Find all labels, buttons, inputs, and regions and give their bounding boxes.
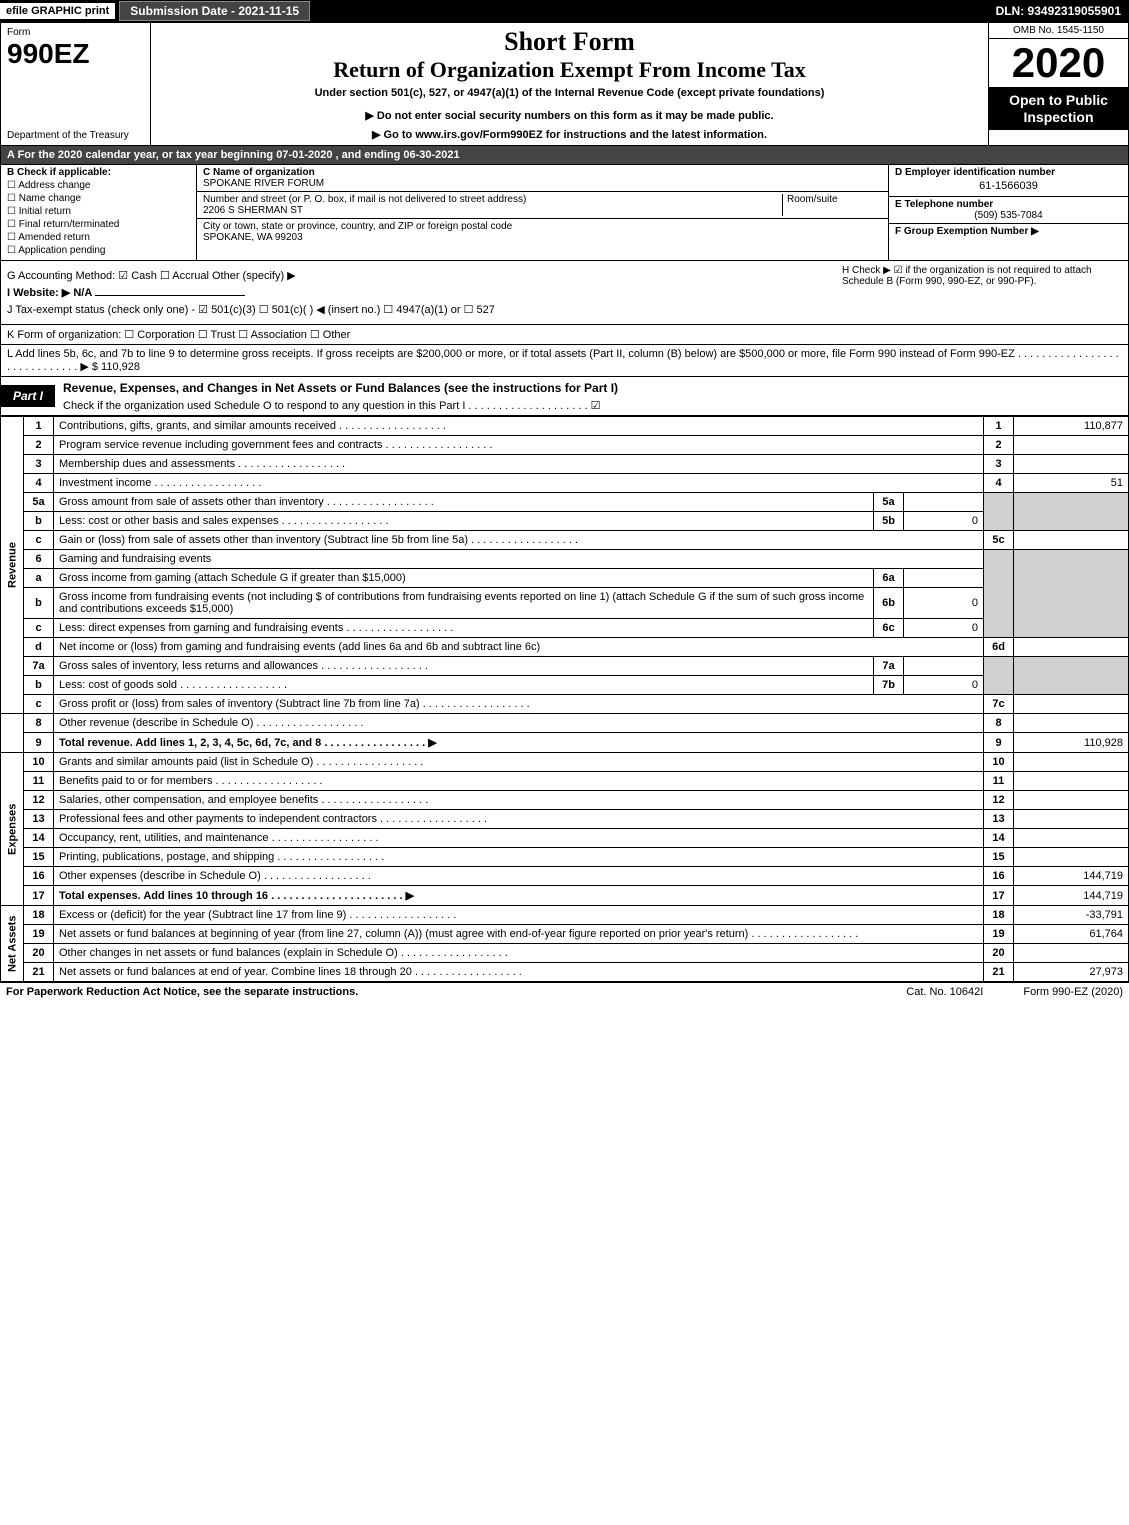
d-label: D Employer identification number bbox=[895, 167, 1055, 178]
line-21: 21 Net assets or fund balances at end of… bbox=[1, 963, 1129, 982]
street-label: Number and street (or P. O. box, if mail… bbox=[203, 194, 526, 205]
line-5c: c Gain or (loss) from sale of assets oth… bbox=[1, 531, 1129, 550]
block-def: D Employer identification number 61-1566… bbox=[888, 165, 1128, 260]
block-ghi: H Check ▶ ☑ if the organization is not r… bbox=[0, 261, 1129, 325]
room-label: Room/suite bbox=[787, 194, 838, 205]
line-10: Expenses 10 Grants and similar amounts p… bbox=[1, 753, 1129, 772]
line-6: 6 Gaming and fundraising events bbox=[1, 550, 1129, 569]
efile-label[interactable]: efile GRAPHIC print bbox=[0, 3, 115, 19]
footer-cat: Cat. No. 10642I bbox=[906, 986, 983, 998]
omb-number: OMB No. 1545-1150 bbox=[989, 23, 1128, 39]
line-6a: a Gross income from gaming (attach Sched… bbox=[1, 569, 1129, 588]
block-j: J Tax-exempt status (check only one) - ☑… bbox=[7, 303, 1122, 316]
block-k: K Form of organization: ☐ Corporation ☐ … bbox=[0, 325, 1129, 345]
line-5a: 5a Gross amount from sale of assets othe… bbox=[1, 493, 1129, 512]
header-right: OMB No. 1545-1150 2020 Open to Public In… bbox=[988, 23, 1128, 145]
block-l: L Add lines 5b, 6c, and 7b to line 9 to … bbox=[0, 345, 1129, 377]
block-i: I Website: ▶ N/A bbox=[7, 286, 1122, 299]
chk-name-change[interactable]: ☐ Name change bbox=[7, 193, 190, 204]
line-6c: c Less: direct expenses from gaming and … bbox=[1, 619, 1129, 638]
footer-form: Form 990-EZ (2020) bbox=[1023, 986, 1123, 998]
line-15: 15 Printing, publications, postage, and … bbox=[1, 848, 1129, 867]
city-label: City or town, state or province, country… bbox=[203, 221, 512, 232]
line-19: 19 Net assets or fund balances at beginn… bbox=[1, 925, 1129, 944]
under-section: Under section 501(c), 527, or 4947(a)(1)… bbox=[155, 87, 984, 99]
line-2: 2 Program service revenue including gove… bbox=[1, 436, 1129, 455]
open-to-public: Open to Public Inspection bbox=[989, 88, 1128, 130]
submission-date: Submission Date - 2021-11-15 bbox=[119, 1, 310, 21]
go-to-link[interactable]: ▶ Go to www.irs.gov/Form990EZ for instru… bbox=[155, 128, 984, 141]
part1-check: Check if the organization used Schedule … bbox=[55, 399, 1128, 415]
line-7a: 7a Gross sales of inventory, less return… bbox=[1, 657, 1129, 676]
line-3: 3 Membership dues and assessments 3 bbox=[1, 455, 1129, 474]
line-7b: b Less: cost of goods sold 7b 0 bbox=[1, 676, 1129, 695]
city-state-zip: SPOKANE, WA 99203 bbox=[203, 232, 303, 243]
chk-application-pending[interactable]: ☐ Application pending bbox=[7, 245, 190, 256]
form-header: Form 990EZ Department of the Treasury Sh… bbox=[0, 22, 1129, 146]
line-7c: c Gross profit or (loss) from sales of i… bbox=[1, 695, 1129, 714]
expenses-label: Expenses bbox=[1, 753, 24, 906]
do-not-enter: ▶ Do not enter social security numbers o… bbox=[155, 109, 984, 122]
line-8: 8 Other revenue (describe in Schedule O)… bbox=[1, 714, 1129, 733]
line-16: 16 Other expenses (describe in Schedule … bbox=[1, 867, 1129, 886]
revenue-label: Revenue bbox=[1, 417, 24, 714]
block-h: H Check ▶ ☑ if the organization is not r… bbox=[842, 265, 1122, 287]
line-20: 20 Other changes in net assets or fund b… bbox=[1, 944, 1129, 963]
top-bar: efile GRAPHIC print Submission Date - 20… bbox=[0, 0, 1129, 22]
part1-tab: Part I bbox=[1, 385, 55, 407]
netassets-label: Net Assets bbox=[1, 906, 24, 982]
footer-left: For Paperwork Reduction Act Notice, see … bbox=[6, 986, 866, 998]
form-number: 990EZ bbox=[7, 38, 144, 70]
header-center: Short Form Return of Organization Exempt… bbox=[151, 23, 988, 145]
chk-initial-return[interactable]: ☐ Initial return bbox=[7, 206, 190, 217]
block-bcdef: B Check if applicable: ☐ Address change … bbox=[0, 165, 1129, 261]
street-address: 2206 S SHERMAN ST bbox=[203, 205, 303, 216]
chk-amended-return[interactable]: ☐ Amended return bbox=[7, 232, 190, 243]
block-c: C Name of organization SPOKANE RIVER FOR… bbox=[197, 165, 888, 260]
f-label: F Group Exemption Number ▶ bbox=[895, 226, 1039, 237]
ein: 61-1566039 bbox=[895, 178, 1122, 194]
block-b-head: B Check if applicable: bbox=[7, 167, 190, 178]
line-17: 17 Total expenses. Add lines 10 through … bbox=[1, 886, 1129, 906]
block-b: B Check if applicable: ☐ Address change … bbox=[1, 165, 197, 260]
dln: DLN: 93492319055901 bbox=[988, 2, 1129, 20]
line-5b: b Less: cost or other basis and sales ex… bbox=[1, 512, 1129, 531]
chk-final-return[interactable]: ☐ Final return/terminated bbox=[7, 219, 190, 230]
line-9: 9 Total revenue. Add lines 1, 2, 3, 4, 5… bbox=[1, 733, 1129, 753]
department: Department of the Treasury bbox=[7, 130, 144, 141]
line-6b: b Gross income from fundraising events (… bbox=[1, 588, 1129, 619]
line-12: 12 Salaries, other compensation, and emp… bbox=[1, 791, 1129, 810]
return-title: Return of Organization Exempt From Incom… bbox=[155, 57, 984, 83]
line-4: 4 Investment income 4 51 bbox=[1, 474, 1129, 493]
form-word: Form bbox=[7, 27, 144, 38]
line-1: Revenue 1 Contributions, gifts, grants, … bbox=[1, 417, 1129, 436]
short-form-title: Short Form bbox=[155, 27, 984, 57]
header-left: Form 990EZ Department of the Treasury bbox=[1, 23, 151, 145]
line-11: 11 Benefits paid to or for members 11 bbox=[1, 772, 1129, 791]
part1-title: Revenue, Expenses, and Changes in Net As… bbox=[55, 377, 1128, 399]
page-footer: For Paperwork Reduction Act Notice, see … bbox=[0, 982, 1129, 1001]
phone: (509) 535-7084 bbox=[895, 210, 1122, 221]
revenue-table: Revenue 1 Contributions, gifts, grants, … bbox=[0, 416, 1129, 982]
chk-address-change[interactable]: ☐ Address change bbox=[7, 180, 190, 191]
line-18: Net Assets 18 Excess or (deficit) for th… bbox=[1, 906, 1129, 925]
line-6d: d Net income or (loss) from gaming and f… bbox=[1, 638, 1129, 657]
line-14: 14 Occupancy, rent, utilities, and maint… bbox=[1, 829, 1129, 848]
line-13: 13 Professional fees and other payments … bbox=[1, 810, 1129, 829]
row-a-tax-year: A For the 2020 calendar year, or tax yea… bbox=[0, 146, 1129, 165]
org-name: SPOKANE RIVER FORUM bbox=[203, 178, 324, 189]
tax-year: 2020 bbox=[989, 39, 1128, 88]
part1-header: Part I Revenue, Expenses, and Changes in… bbox=[0, 377, 1129, 416]
e-label: E Telephone number bbox=[895, 199, 993, 210]
c-name-label: C Name of organization bbox=[203, 167, 315, 178]
